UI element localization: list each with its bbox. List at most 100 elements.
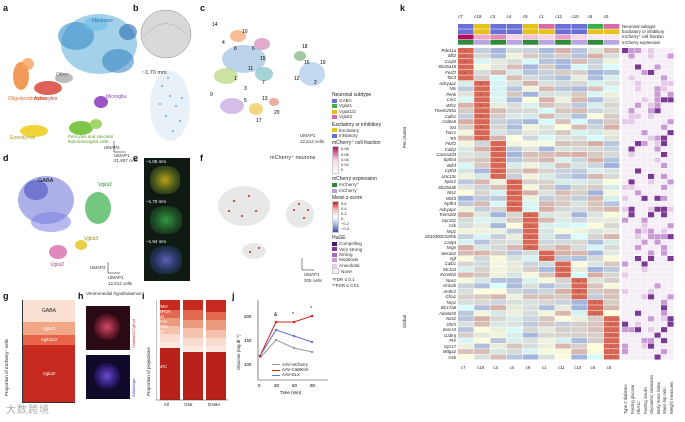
heatmap-cell bbox=[506, 58, 523, 64]
heatmap-cell bbox=[571, 135, 587, 141]
trait-cell bbox=[661, 124, 668, 130]
trait-cell bbox=[622, 288, 629, 294]
trait-cell bbox=[654, 135, 661, 141]
heatmap-cell bbox=[603, 206, 620, 212]
trait-cell bbox=[622, 113, 629, 119]
heatmap-cell bbox=[603, 141, 620, 147]
heatmap-cell bbox=[555, 343, 571, 349]
heatmap-cell bbox=[555, 195, 571, 201]
ytick: 150 bbox=[244, 338, 252, 343]
annotation-row-titles: Neuronal subtype Excitatory or inhibitor… bbox=[622, 24, 665, 45]
trait-cell bbox=[641, 130, 648, 136]
heatmap-cell bbox=[522, 206, 539, 212]
panel-b-label: b bbox=[133, 3, 139, 13]
trait-cell bbox=[635, 299, 642, 305]
heatmap-cell bbox=[539, 343, 555, 349]
trait-cell bbox=[648, 179, 655, 185]
heatmap-cell bbox=[506, 48, 523, 53]
trait-cell bbox=[628, 64, 635, 70]
heatmap-cell bbox=[555, 338, 571, 344]
heatmap-cell bbox=[539, 316, 555, 322]
legend-zscore-title: Mean z-score bbox=[332, 195, 363, 202]
trait-cell bbox=[648, 234, 655, 240]
heatmap-cell bbox=[506, 124, 523, 130]
heatmap-cell bbox=[458, 245, 474, 251]
trait-cell bbox=[648, 228, 655, 234]
trait-cell bbox=[641, 288, 648, 294]
heatmap-cell bbox=[474, 190, 490, 196]
heatmap-cell bbox=[539, 283, 555, 289]
heatmap-cell bbox=[490, 108, 506, 114]
heatmap-cell bbox=[571, 162, 587, 168]
trait-cell bbox=[661, 288, 668, 294]
heatmap-cell bbox=[458, 272, 474, 278]
heatmap-cell bbox=[603, 201, 620, 207]
label-oligodendrocytes: Oligodendrocytes bbox=[8, 96, 47, 102]
trait-labels: Type 2 diabetes Fasting glucose HbA1c Fasti… bbox=[622, 364, 674, 416]
trait-cell bbox=[622, 349, 629, 355]
heatmap-cell bbox=[603, 168, 620, 174]
trait-cell bbox=[654, 69, 661, 75]
trait-cell bbox=[667, 277, 674, 283]
gene-label: Nrp1 bbox=[446, 299, 456, 305]
heatmap-cell bbox=[539, 310, 555, 316]
heatmap-cell bbox=[474, 305, 490, 311]
trait-cell bbox=[654, 108, 661, 114]
annotation-cell bbox=[490, 34, 506, 40]
heatmap-cell bbox=[555, 173, 571, 179]
heatmap-cell bbox=[555, 130, 571, 136]
heatmap-cell bbox=[522, 321, 539, 327]
heatmap-cell bbox=[587, 75, 604, 81]
trait-cell bbox=[622, 179, 629, 185]
heatmap-cell bbox=[474, 152, 490, 157]
trait-cell bbox=[661, 157, 668, 163]
heatmap-cell bbox=[490, 184, 506, 190]
heatmap-cell bbox=[474, 157, 490, 163]
heatmap-cell bbox=[474, 173, 490, 179]
trait-cell bbox=[648, 321, 655, 327]
legend-zscore-scale: 0.6 0.4 0.2 0 −0.2 −0.4 bbox=[332, 201, 398, 234]
heatmap-cell bbox=[490, 80, 506, 86]
legend-expression-title: mCherry expression bbox=[332, 176, 377, 183]
trait-cell bbox=[622, 305, 629, 311]
trait-cell bbox=[641, 228, 648, 234]
heatmap-cell bbox=[555, 201, 571, 207]
heatmap-cell bbox=[603, 58, 620, 64]
trait-cell bbox=[661, 261, 668, 267]
trait-cell bbox=[628, 343, 635, 349]
trait-cell bbox=[641, 245, 648, 251]
trait-cell bbox=[667, 332, 674, 338]
trait-cell bbox=[641, 310, 648, 316]
heatmap-cell bbox=[490, 69, 506, 75]
legend-item: Strong bbox=[332, 252, 398, 257]
heatmap-cell bbox=[490, 124, 506, 130]
trait-cell bbox=[628, 102, 635, 108]
heatmap-cell bbox=[474, 288, 490, 294]
trait-cell bbox=[635, 119, 642, 125]
trait-cell bbox=[635, 310, 642, 316]
heatmap-cell bbox=[555, 283, 571, 289]
trait-cell bbox=[628, 299, 635, 305]
heatmap-cell bbox=[587, 234, 604, 240]
bottom-label: c11 bbox=[558, 365, 565, 370]
heatmap-cell bbox=[555, 97, 571, 103]
heatmap-cell bbox=[522, 69, 539, 75]
label-vglut2: Vglut2 bbox=[50, 262, 64, 268]
annotation-cell bbox=[490, 39, 506, 45]
trait-cell bbox=[628, 234, 635, 240]
annotation-cell bbox=[506, 34, 523, 40]
trait-cell bbox=[628, 228, 635, 234]
trait-cell bbox=[622, 250, 629, 256]
trait-cell bbox=[628, 58, 635, 65]
segment-label: LH bbox=[158, 329, 164, 334]
heatmap-cell bbox=[539, 64, 555, 70]
column-label: c6 bbox=[587, 14, 593, 19]
trait-cell bbox=[628, 277, 635, 283]
heatmap-cell bbox=[571, 250, 587, 256]
trait-cell bbox=[641, 294, 648, 300]
trait-cell bbox=[622, 239, 629, 245]
heatmap-cell bbox=[522, 217, 539, 223]
heatmap-cell bbox=[539, 157, 555, 163]
trait-cell bbox=[654, 217, 661, 223]
heatmap-cell bbox=[490, 349, 506, 355]
